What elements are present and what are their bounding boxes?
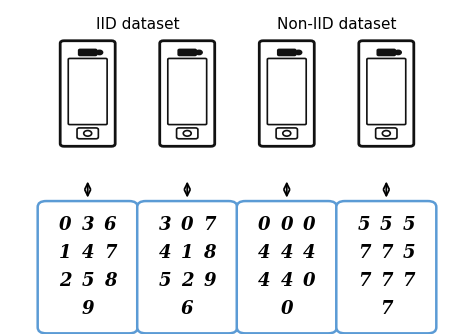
Circle shape bbox=[183, 131, 191, 136]
Text: 6: 6 bbox=[104, 216, 116, 234]
Circle shape bbox=[395, 50, 401, 55]
Text: 5: 5 bbox=[380, 216, 392, 234]
Text: 1: 1 bbox=[59, 244, 72, 262]
Text: 7: 7 bbox=[402, 272, 415, 290]
FancyBboxPatch shape bbox=[278, 49, 296, 55]
Circle shape bbox=[96, 50, 103, 55]
Text: 4: 4 bbox=[258, 272, 271, 290]
Text: 7: 7 bbox=[380, 300, 392, 318]
FancyBboxPatch shape bbox=[168, 58, 207, 125]
FancyBboxPatch shape bbox=[137, 201, 237, 333]
FancyBboxPatch shape bbox=[276, 128, 298, 139]
Circle shape bbox=[383, 131, 390, 136]
FancyBboxPatch shape bbox=[336, 201, 436, 333]
FancyBboxPatch shape bbox=[178, 49, 196, 55]
Text: 2: 2 bbox=[181, 272, 193, 290]
FancyBboxPatch shape bbox=[79, 49, 97, 55]
Text: 7: 7 bbox=[358, 244, 370, 262]
Text: 4: 4 bbox=[82, 244, 94, 262]
Text: 2: 2 bbox=[59, 272, 72, 290]
FancyBboxPatch shape bbox=[359, 41, 414, 146]
Text: 7: 7 bbox=[203, 216, 216, 234]
Text: 5: 5 bbox=[82, 272, 94, 290]
FancyBboxPatch shape bbox=[77, 128, 99, 139]
Text: 7: 7 bbox=[380, 244, 392, 262]
FancyBboxPatch shape bbox=[375, 128, 397, 139]
Circle shape bbox=[295, 50, 302, 55]
Text: 4: 4 bbox=[258, 244, 271, 262]
Text: 7: 7 bbox=[104, 244, 116, 262]
Text: 0: 0 bbox=[258, 216, 271, 234]
FancyBboxPatch shape bbox=[160, 41, 215, 146]
Text: 9: 9 bbox=[203, 272, 216, 290]
FancyBboxPatch shape bbox=[259, 41, 314, 146]
Text: 4: 4 bbox=[281, 272, 293, 290]
FancyBboxPatch shape bbox=[60, 41, 115, 146]
Circle shape bbox=[84, 131, 91, 136]
Text: 0: 0 bbox=[281, 216, 293, 234]
Text: 8: 8 bbox=[203, 244, 216, 262]
Text: 5: 5 bbox=[402, 216, 415, 234]
Text: 4: 4 bbox=[159, 244, 171, 262]
Circle shape bbox=[196, 50, 202, 55]
Text: 5: 5 bbox=[159, 272, 171, 290]
Text: 0: 0 bbox=[281, 300, 293, 318]
Text: 0: 0 bbox=[303, 216, 315, 234]
Text: 0: 0 bbox=[303, 272, 315, 290]
FancyBboxPatch shape bbox=[377, 49, 395, 55]
Text: 4: 4 bbox=[303, 244, 315, 262]
Text: 8: 8 bbox=[104, 272, 116, 290]
Text: 1: 1 bbox=[181, 244, 193, 262]
Text: 3: 3 bbox=[159, 216, 171, 234]
Text: 3: 3 bbox=[82, 216, 94, 234]
Text: 5: 5 bbox=[402, 244, 415, 262]
Text: 0: 0 bbox=[181, 216, 193, 234]
Text: 6: 6 bbox=[181, 300, 193, 318]
FancyBboxPatch shape bbox=[237, 201, 337, 333]
FancyBboxPatch shape bbox=[176, 128, 198, 139]
Text: IID dataset: IID dataset bbox=[96, 17, 179, 32]
Circle shape bbox=[283, 131, 291, 136]
FancyBboxPatch shape bbox=[37, 201, 137, 333]
Text: 7: 7 bbox=[380, 272, 392, 290]
FancyBboxPatch shape bbox=[68, 58, 107, 125]
Text: 4: 4 bbox=[281, 244, 293, 262]
Text: 0: 0 bbox=[59, 216, 72, 234]
FancyBboxPatch shape bbox=[267, 58, 306, 125]
Text: 7: 7 bbox=[358, 272, 370, 290]
Text: 5: 5 bbox=[358, 216, 370, 234]
Text: Non-IID dataset: Non-IID dataset bbox=[277, 17, 396, 32]
Text: 9: 9 bbox=[82, 300, 94, 318]
FancyBboxPatch shape bbox=[367, 58, 406, 125]
